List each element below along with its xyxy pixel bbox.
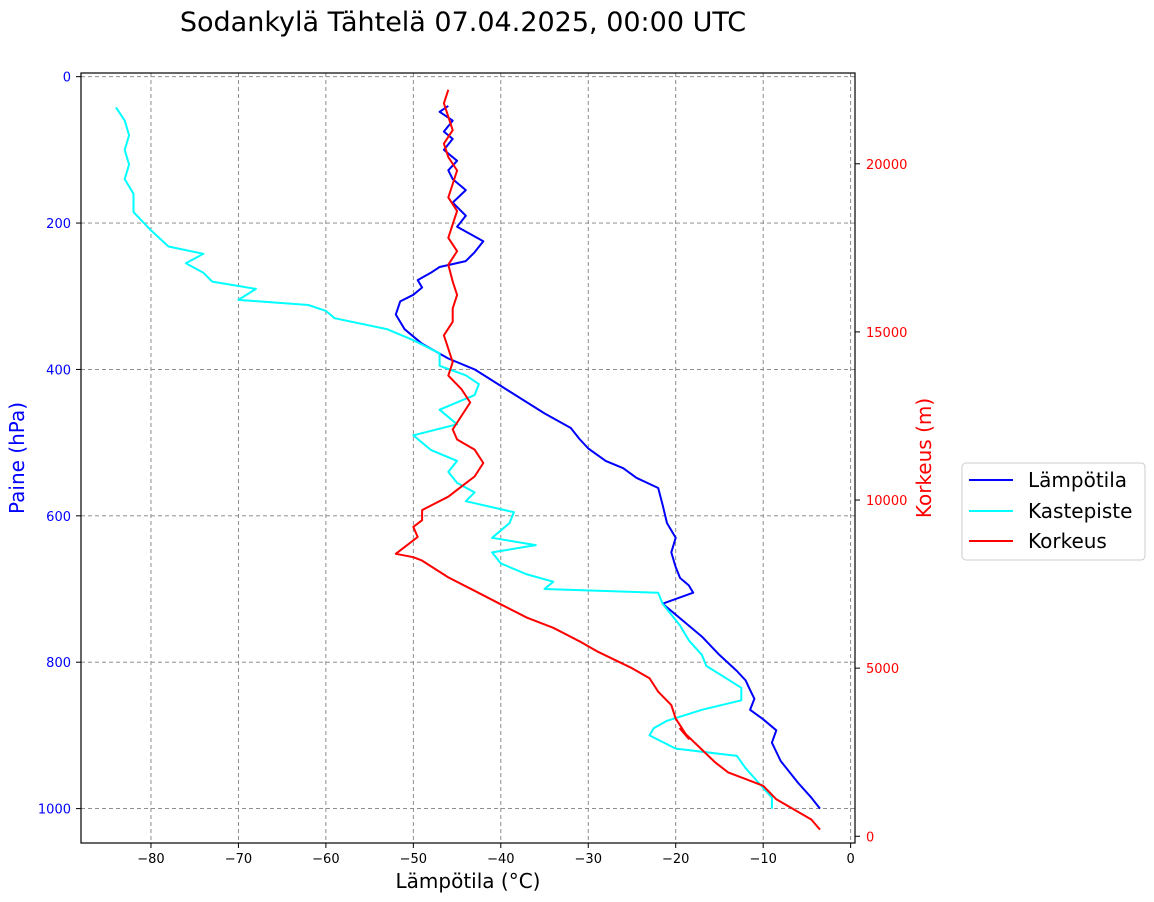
x-tick-label: 0	[846, 852, 854, 867]
y2-tick-label: 0	[866, 830, 874, 845]
series-kastepiste-line	[115, 106, 773, 809]
series-lampotila-line	[394, 105, 821, 810]
x-tick-label: −40	[487, 852, 514, 867]
legend: Lämpötila Kastepiste Korkeus	[961, 462, 1146, 561]
y2-tick-label: 15000	[866, 326, 907, 341]
y-tick-label: 800	[46, 656, 71, 671]
x-tick-label: −30	[575, 852, 602, 867]
plot-frame	[80, 72, 856, 844]
grid-lines	[81, 73, 855, 843]
x-axis-label: Lämpötila (°C)	[396, 869, 541, 893]
x-tick-label: −50	[400, 852, 427, 867]
x-tick-label: −80	[137, 852, 164, 867]
y-tick-label: 200	[46, 217, 71, 232]
y-tick-label: 600	[46, 510, 71, 525]
y-tick-label: 400	[46, 363, 71, 378]
y2-tick-label: 20000	[866, 158, 907, 173]
legend-label-kastepiste: Kastepiste	[1028, 499, 1132, 523]
series-layer	[115, 89, 821, 831]
series-korkeus-line	[394, 89, 821, 831]
x-tick-label: −70	[225, 852, 252, 867]
y2-axis-label: Korkeus (m)	[912, 398, 936, 518]
legend-label-lampotila: Lämpötila	[1028, 468, 1127, 492]
y2-tick-label: 5000	[866, 662, 899, 677]
y-axis-ticks: 0 200 400 600 800 1000	[38, 71, 81, 818]
legend-box	[961, 462, 1146, 561]
legend-label-korkeus: Korkeus	[1028, 529, 1107, 553]
y-axis-label: Paine (hPa)	[5, 402, 29, 514]
x-tick-label: −20	[662, 852, 689, 867]
chart-title: Sodankylä Tähtelä 07.04.2025, 00:00 UTC	[180, 7, 746, 38]
y2-axis-ticks: 0 5000 10000 15000 20000	[855, 158, 907, 845]
x-axis-ticks: −80 −70 −60 −50 −40 −30 −20 −10 0	[137, 843, 855, 867]
y-tick-label: 1000	[38, 803, 71, 818]
x-tick-label: −60	[312, 852, 339, 867]
x-tick-label: −10	[749, 852, 776, 867]
y2-tick-label: 10000	[866, 494, 907, 509]
y-tick-label: 0	[63, 71, 71, 86]
